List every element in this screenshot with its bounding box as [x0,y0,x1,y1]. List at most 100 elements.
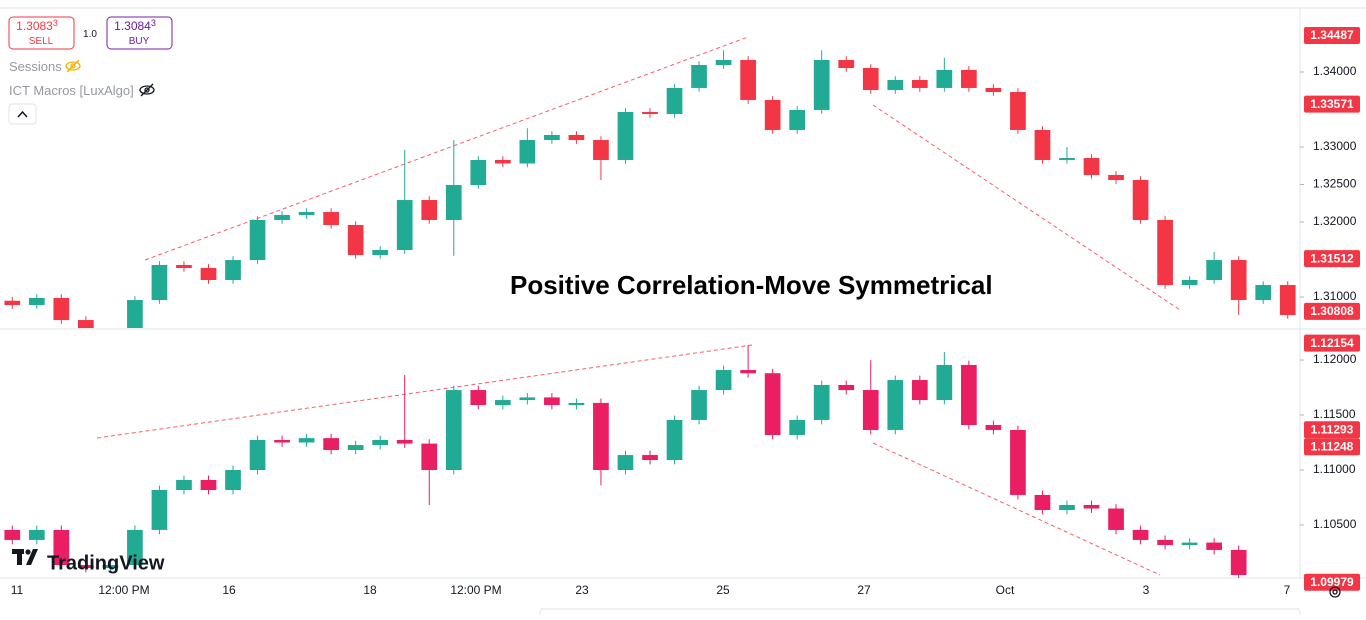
y-tick-label: 1.32000 [1313,214,1357,228]
candle-body [666,419,683,460]
candle-body [4,529,21,540]
x-tick-label: 3 [1143,583,1150,597]
watermark: TradingView [47,552,165,574]
candles [4,50,1296,335]
candle-body [1206,542,1222,550]
collapse-button[interactable] [8,103,37,125]
candle-body [323,212,339,226]
candle-body [1206,260,1222,280]
x-tick-label: 16 [222,583,236,597]
candle-body [813,59,830,111]
candle-body [544,397,560,406]
candle-body [445,185,462,220]
candle-body [519,140,536,164]
candle-body [176,264,192,268]
candle-body [200,267,217,280]
sell-price: 1.30833 [16,18,58,33]
candle-body [372,439,389,446]
candle-body [151,490,168,530]
trendline [872,104,1181,311]
candle-body [151,264,168,301]
candle-body [593,140,609,160]
x-tick-label: 27 [857,583,871,597]
trendlines [96,36,1181,576]
hidden-icon[interactable] [65,59,81,73]
candle-body [274,439,290,443]
candle-body [862,68,879,90]
candle-body [396,439,413,444]
y-tick-label: 1.12000 [1313,352,1357,366]
candle-body [1279,285,1296,316]
buy-button[interactable] [106,16,173,50]
x-tick-label: 12:00 PM [98,583,149,597]
hidden-icon[interactable] [139,83,155,97]
candle-body [1230,549,1247,576]
candle-body [715,370,732,391]
price-main: 1.3083 [16,19,53,33]
sell-button[interactable] [8,16,75,50]
candle-body [102,565,119,568]
candle-body [445,390,462,471]
x-tick-label: 25 [716,583,730,597]
x-tick-label: 7 [1284,583,1291,597]
candle-body [1255,285,1272,301]
price-badge [1304,26,1360,44]
candle-body [28,529,45,540]
x-tick-label: 23 [575,583,589,597]
candle-body [53,529,70,566]
candle-body [764,373,781,436]
x-tick-label: 11 [11,583,24,597]
candle-body [838,59,855,69]
candle-body [936,364,953,401]
scrollbar[interactable] [539,608,1301,618]
candle-body [323,438,339,450]
candle-body [862,390,879,430]
price-badge [1304,438,1360,456]
price-badge [1304,573,1360,591]
price-badge-label: 1.12154 [1310,336,1354,350]
candle-body [519,397,536,401]
candle-body [1157,219,1173,286]
candle-body [176,480,192,491]
candle-body [642,455,658,460]
candle-body [740,59,756,100]
candle-body [1010,92,1026,130]
price-pip: 3 [53,18,58,28]
candle-body [396,200,413,250]
sell-label: SELL [29,36,54,47]
candle-body [911,80,928,88]
candle-body [225,470,241,491]
trendline [96,344,753,439]
panes: 1.31000 1.32000 1.32500 1.33000 1.34000 1.344… [4,26,1360,591]
candle-body [764,99,781,130]
indicator-label[interactable]: Sessions [9,59,62,74]
candle-body [961,364,977,426]
candle-body [127,529,143,566]
candle-body [568,402,585,406]
candle-body [494,400,511,406]
annotation: Positive Correlation-Move Symmetrical [510,270,993,300]
candle-body [887,380,904,430]
order-size[interactable]: 1.0 [83,29,97,40]
candle-body [103,333,119,335]
candle-body [274,215,290,220]
candle-body [4,300,21,306]
settings-icon[interactable] [1329,586,1341,598]
x-tick-label: Oct [996,583,1015,597]
candle-body [78,320,94,328]
candle-body [298,212,315,216]
candle-body [225,260,241,280]
candle-body [985,425,1002,430]
collapse-icon [17,110,28,118]
candle-body [691,65,707,88]
candle-body [1059,504,1075,511]
candle-body [789,110,806,130]
price-badge [1304,334,1360,352]
candle-body [789,419,806,436]
indicator-label[interactable]: ICT Macros [LuxAlgo] [9,83,134,98]
candle-body [1157,539,1173,546]
price-badge [1304,302,1360,320]
candle-body [838,384,855,391]
candle-body [1132,529,1149,540]
